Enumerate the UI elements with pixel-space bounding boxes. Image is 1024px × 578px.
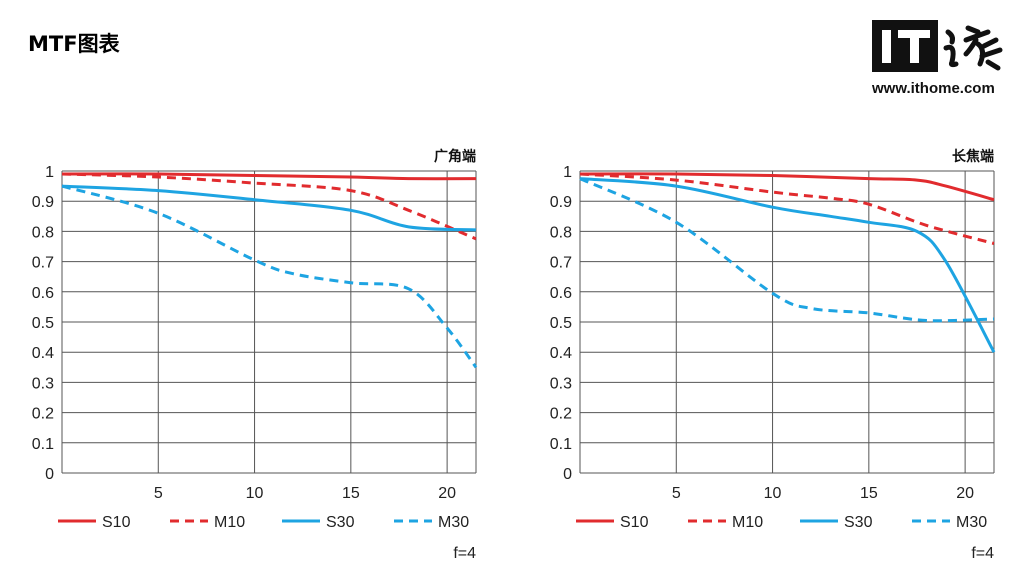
y-tick-label: 0.4	[32, 345, 54, 362]
y-tick-label: 0.8	[550, 224, 572, 241]
y-tick-label: 0.2	[550, 406, 572, 423]
series-line-m10	[61, 172, 477, 241]
x-tick-label: 10	[764, 485, 782, 502]
y-tick-label: 0.3	[32, 375, 54, 392]
y-tick-label: 0.9	[32, 194, 54, 211]
ithome-logo	[872, 18, 1012, 76]
legend-label-s30: S30	[844, 514, 873, 531]
chart-subtitle: 长焦端	[952, 148, 994, 165]
y-tick-label: 0	[563, 466, 572, 483]
y-tick-label: 0.7	[550, 255, 572, 272]
legend-label-m10: M10	[732, 514, 763, 531]
series-line-s10	[61, 172, 477, 181]
legend-label-s30: S30	[326, 514, 355, 531]
y-tick-label: 0.9	[550, 194, 572, 211]
mtf-chart-tele-svg: 00.10.20.30.40.50.60.70.80.915 10 15 20长焦端S…	[550, 148, 996, 562]
x-tick-label: 5	[154, 485, 163, 502]
series-line-s30	[61, 184, 477, 232]
page-title: MTF图表	[28, 32, 120, 56]
x-tick-label: 10	[246, 485, 264, 502]
mtf-chart-tele: 0 0.1 0.2 0.3 0.4 0.5 0.6 0.7 0.8 0.9 1 5 10 15 20 长焦端 S…	[538, 140, 1008, 570]
x-tick-label: 20	[438, 485, 456, 502]
y-tick-label: 0.1	[32, 436, 54, 453]
y-tick-label: 0.5	[32, 315, 54, 332]
aperture-label: f=4	[453, 545, 476, 562]
y-tick-label: 0.6	[32, 285, 54, 302]
x-tick-label: 15	[342, 485, 360, 502]
series-line-m30	[579, 177, 995, 323]
legend-label-m30: M30	[438, 514, 469, 531]
x-tick-label: 20	[956, 485, 974, 502]
x-tick-label: 5	[672, 485, 681, 502]
y-tick-label: 1	[563, 164, 572, 181]
series-line-m30	[61, 184, 478, 369]
site-url: www.ithome.com	[872, 80, 995, 97]
legend-label-m30: M30	[956, 514, 987, 531]
y-tick-label: 0.8	[32, 224, 54, 241]
mtf-chart-wide: 0 0.1 0.2 0.3 0.4 0.5 0.6 0.7 0.8 0.9 1 5 10 15 20 广角端 S…	[20, 140, 490, 570]
chart-subtitle: 广角端	[434, 148, 476, 165]
y-tick-label: 0.6	[550, 285, 572, 302]
y-tick-label: 0.1	[550, 436, 572, 453]
aperture-label: f=4	[971, 545, 994, 562]
y-tick-label: 0.3	[550, 375, 572, 392]
y-tick-label: 0.7	[32, 255, 54, 272]
y-tick-label: 0	[45, 466, 54, 483]
y-tick-label: 0.4	[550, 345, 572, 362]
y-tick-label: 1	[45, 164, 54, 181]
y-tick-label: 0.5	[550, 315, 572, 332]
legend-label-s10: S10	[620, 514, 649, 531]
mtf-chart-wide-svg: 00.10.20.30.40.50.60.70.80.915 10 15 20广角端S…	[32, 148, 478, 562]
legend-label-s10: S10	[102, 514, 131, 531]
series-line-m10	[579, 172, 995, 245]
x-tick-label: 15	[860, 485, 878, 502]
legend-label-m10: M10	[214, 514, 245, 531]
series-line-s30	[579, 177, 996, 353]
y-tick-label: 0.2	[32, 406, 54, 423]
series-line-s10	[579, 172, 995, 202]
